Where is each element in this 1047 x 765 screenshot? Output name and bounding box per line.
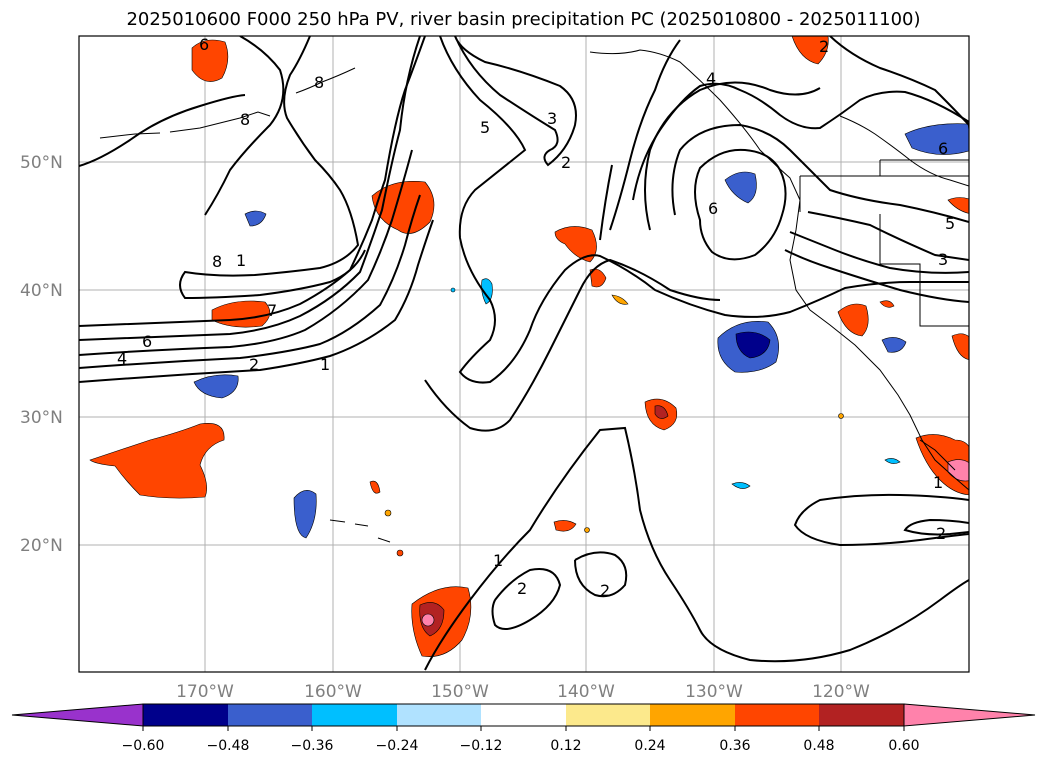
- contour-label: 1: [933, 473, 943, 492]
- colorbar-extend-high: [903, 703, 1036, 727]
- lon-label-130w: 130°W: [685, 682, 743, 702]
- lat-label-50n: 50°N: [20, 153, 63, 173]
- contour-label: 5: [480, 118, 490, 137]
- contour-label: 3: [938, 250, 948, 269]
- lon-label-140w: 140°W: [557, 682, 615, 702]
- coastlines: [99, 49, 969, 543]
- colorbar-tick: −0.36: [291, 738, 334, 754]
- colorbar-segment: [735, 704, 819, 726]
- contour-label: 2: [249, 355, 259, 374]
- colorbar-tick: 0.24: [634, 738, 665, 754]
- colorbar-segment: [397, 704, 481, 726]
- contour-label: 2: [936, 524, 946, 543]
- longitude-labels: 170°W 160°W 150°W 140°W 130°W 120°W: [176, 682, 870, 702]
- map-title: 2025010600 F000 250 hPa PV, river basin …: [126, 9, 921, 30]
- colorbar-segment: [481, 704, 566, 726]
- colorbar-tick: −0.24: [376, 738, 419, 754]
- colorbar-extend-low: [11, 703, 144, 727]
- colorbar-tick: 0.36: [719, 738, 750, 754]
- lon-label-170w: 170°W: [176, 682, 234, 702]
- contour-label: 2: [517, 579, 527, 598]
- contour-label: 6: [938, 139, 948, 158]
- colorbar-segment: [228, 704, 312, 726]
- colorbar-segment: [143, 704, 228, 726]
- pv-contours: [79, 36, 969, 671]
- contour-label: 2: [561, 153, 571, 172]
- contour-label: 8: [212, 252, 222, 271]
- contour-label: 2: [600, 581, 610, 600]
- colorbar-segment: [312, 704, 397, 726]
- colorbar-tick: −0.60: [122, 738, 165, 754]
- colorbar-tick: −0.48: [207, 738, 250, 754]
- lon-label-120w: 120°W: [812, 682, 870, 702]
- colorbar-segment: [566, 704, 650, 726]
- contour-label: 4: [117, 349, 127, 368]
- colorbar-tick: 0.48: [803, 738, 834, 754]
- contour-label: 1: [236, 251, 246, 270]
- lat-label-40n: 40°N: [20, 281, 63, 301]
- colorbar-tick: 0.12: [550, 738, 581, 754]
- colorbar-segment: [819, 704, 904, 726]
- contour-label: 2: [819, 37, 829, 56]
- contour-label: 7: [267, 301, 277, 320]
- contour-label: 1: [493, 551, 503, 570]
- lon-label-160w: 160°W: [304, 682, 362, 702]
- contour-label: 3: [547, 109, 557, 128]
- colorbar-tick: −0.12: [460, 738, 503, 754]
- contour-label: 6: [142, 332, 152, 351]
- contour-label-group: 6 8 8 5 3 2 4 6 5 3 8 7 6 4 2 1 1 2 2 1 …: [117, 35, 955, 600]
- map-frame: [78, 35, 970, 673]
- contour-label: 6: [199, 35, 209, 54]
- colorbar-segment: [650, 704, 735, 726]
- contour-label: 8: [314, 73, 324, 92]
- contour-label: 1: [320, 355, 330, 374]
- colorbar: −0.60 −0.48 −0.36 −0.24 −0.12 0.12 0.24 …: [11, 703, 1036, 754]
- lat-label-30n: 30°N: [20, 408, 63, 428]
- contour-label: 4: [706, 69, 716, 88]
- precip-anomaly-shading: [89, 36, 969, 657]
- colorbar-tick: 0.60: [888, 738, 919, 754]
- lon-label-150w: 150°W: [431, 682, 489, 702]
- contour-label: 5: [945, 214, 955, 233]
- contour-label: 8: [240, 110, 250, 129]
- gridlines: [79, 36, 969, 672]
- latitude-labels: 50°N 40°N 30°N 20°N: [20, 153, 63, 556]
- lat-label-20n: 20°N: [20, 536, 63, 556]
- contour-label: 6: [708, 199, 718, 218]
